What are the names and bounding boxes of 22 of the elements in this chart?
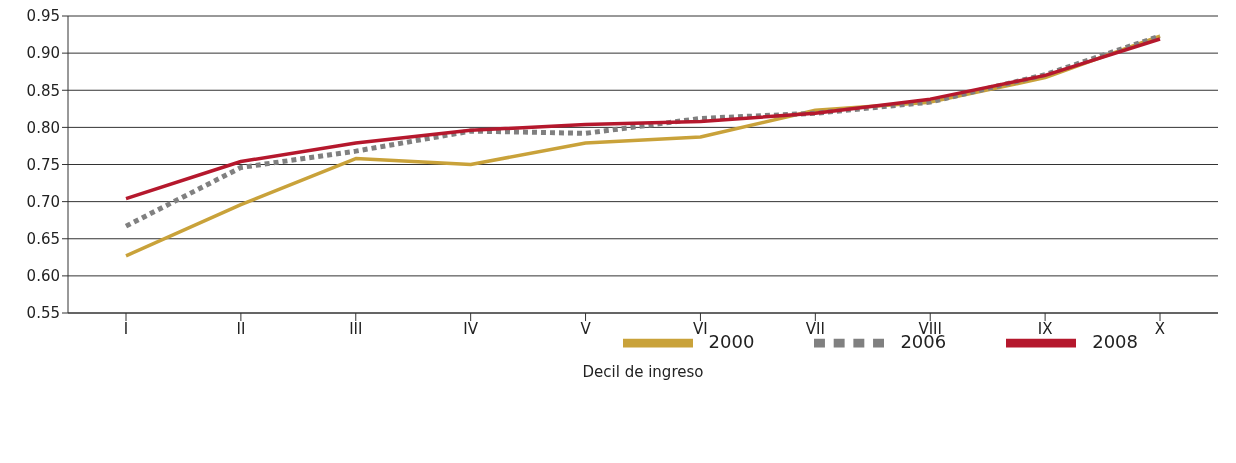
y-tick-label: 0.85	[26, 81, 60, 100]
x-tick-label: V	[580, 319, 592, 338]
legend-label: 2008	[1092, 331, 1138, 352]
y-tick-label: 0.80	[26, 118, 60, 137]
y-tick-label: 0.70	[26, 192, 60, 211]
y-tick-label: 0.65	[26, 230, 60, 249]
y-tick-label: 0.60	[26, 267, 60, 286]
y-tick-label: 0.55	[26, 304, 60, 323]
y-tick-label: 0.95	[26, 7, 60, 26]
x-tick-label: III	[349, 319, 363, 338]
y-tick-label: 0.90	[26, 44, 60, 63]
x-tick-label: I	[123, 319, 129, 338]
x-tick-label: IV	[463, 319, 479, 338]
x-tick-label: II	[236, 319, 246, 338]
legend-label: 2000	[708, 331, 755, 352]
y-tick-label: 0.75	[26, 155, 60, 174]
x-axis-title: Decil de ingreso	[582, 363, 704, 381]
x-tick-label: X	[1154, 319, 1166, 338]
x-tick-label: VI	[693, 319, 708, 338]
x-tick-label: IX	[1037, 319, 1053, 338]
x-tick-label: VII	[805, 319, 825, 338]
line-series	[124, 37, 1162, 201]
